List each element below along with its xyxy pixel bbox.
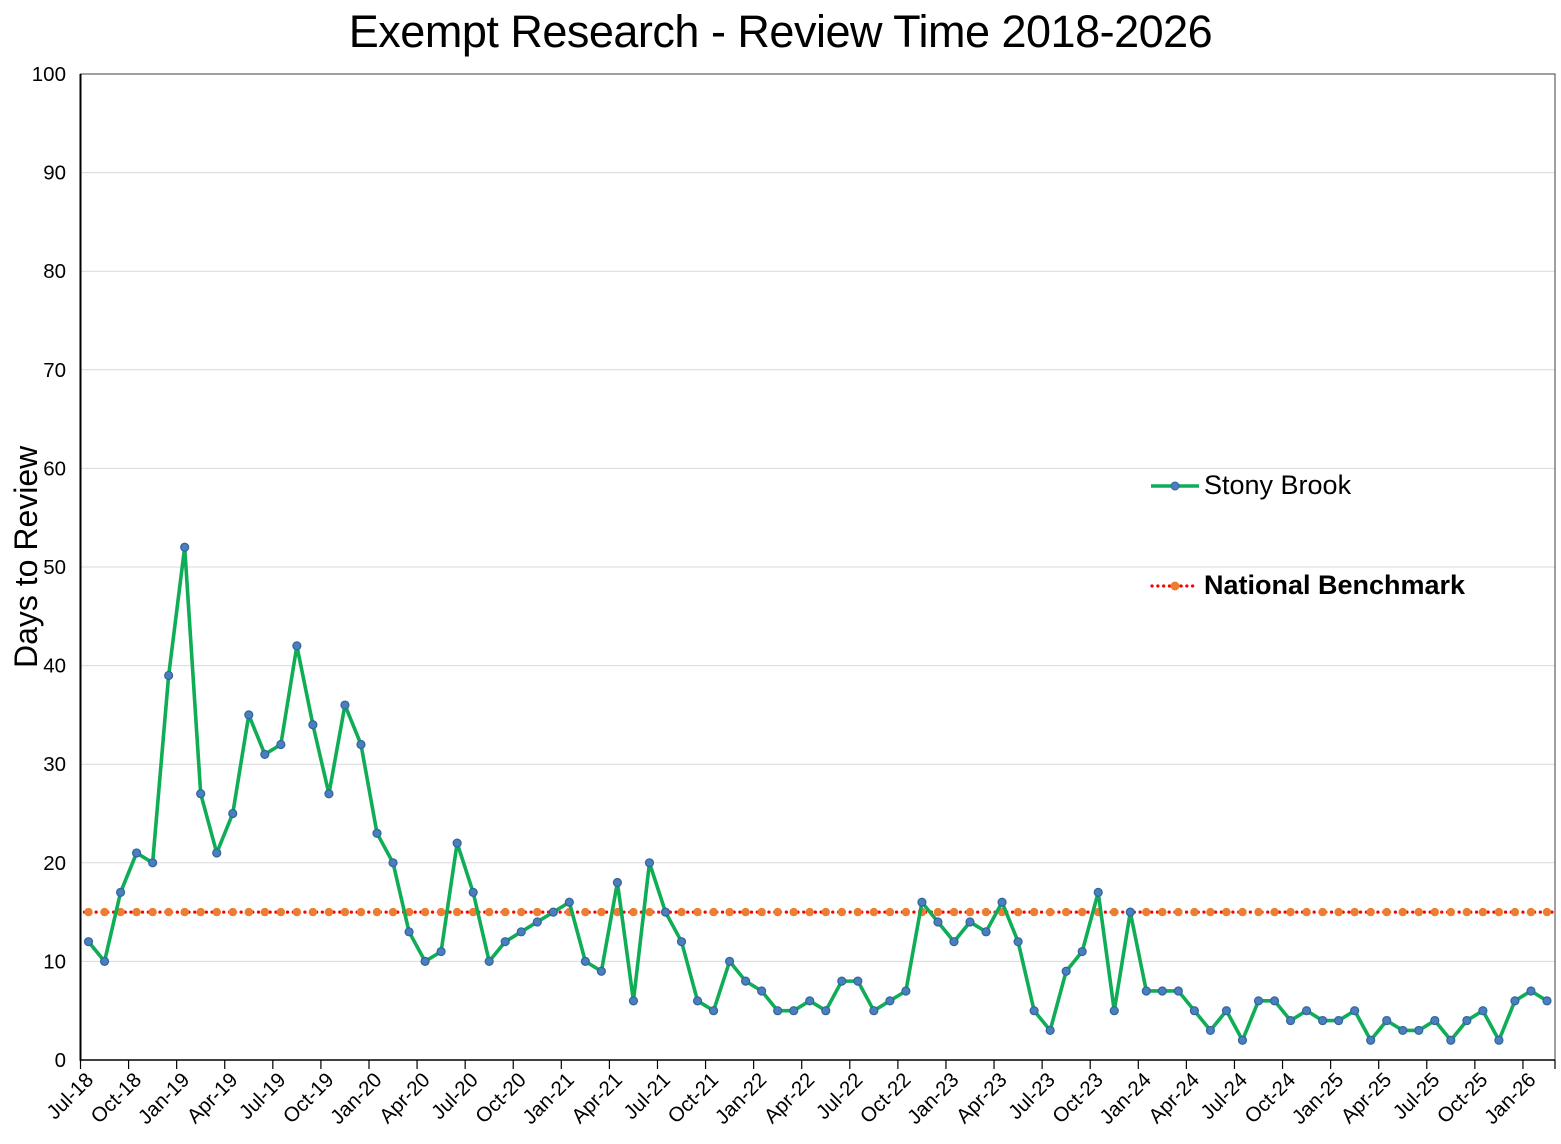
national-benchmark-line-swatch: [1150, 581, 1200, 590]
svg-text:Jan-22: Jan-22: [711, 1068, 772, 1129]
svg-text:Oct-21: Oct-21: [663, 1068, 723, 1128]
legend-label-national-benchmark: National Benchmark: [1204, 570, 1466, 600]
svg-text:20: 20: [43, 852, 66, 875]
svg-text:50: 50: [43, 556, 66, 579]
chart-title: Exempt Research - Review Time 2018-2026: [348, 6, 1213, 57]
svg-text:Oct-22: Oct-22: [856, 1068, 916, 1128]
svg-text:Oct-25: Oct-25: [1433, 1068, 1493, 1128]
legend-item-stony-brook: Stony Brook: [1150, 470, 1351, 501]
svg-text:Oct-24: Oct-24: [1240, 1068, 1300, 1128]
legend-item-national-benchmark: National Benchmark: [1150, 570, 1465, 601]
svg-text:Apr-22: Apr-22: [759, 1068, 819, 1128]
svg-text:0: 0: [55, 1049, 66, 1072]
svg-text:Apr-23: Apr-23: [952, 1068, 1012, 1128]
svg-text:40: 40: [43, 655, 66, 678]
svg-text:Oct-18: Oct-18: [86, 1068, 146, 1128]
svg-text:Oct-23: Oct-23: [1048, 1068, 1108, 1128]
svg-text:Oct-20: Oct-20: [471, 1068, 531, 1128]
svg-text:Jan-19: Jan-19: [134, 1068, 195, 1129]
svg-text:Jan-23: Jan-23: [903, 1068, 964, 1129]
y-axis-title: Days to Review: [8, 445, 44, 668]
svg-text:90: 90: [43, 162, 66, 185]
svg-text:Apr-20: Apr-20: [375, 1068, 435, 1128]
svg-text:Jan-24: Jan-24: [1095, 1068, 1156, 1129]
svg-text:10: 10: [43, 950, 66, 973]
stony-brook-line-swatch: [1151, 481, 1199, 490]
svg-text:Apr-24: Apr-24: [1144, 1068, 1204, 1128]
svg-text:Apr-19: Apr-19: [183, 1068, 243, 1128]
svg-text:60: 60: [43, 457, 66, 480]
svg-text:Apr-25: Apr-25: [1336, 1068, 1396, 1128]
legend-label-stony-brook: Stony Brook: [1204, 470, 1352, 500]
svg-text:Apr-21: Apr-21: [567, 1068, 627, 1128]
svg-text:Jan-26: Jan-26: [1480, 1068, 1541, 1129]
svg-text:100: 100: [32, 63, 66, 86]
svg-text:Jan-21: Jan-21: [518, 1068, 579, 1129]
svg-text:80: 80: [43, 260, 66, 283]
svg-text:30: 30: [43, 753, 66, 776]
svg-text:Jan-20: Jan-20: [326, 1068, 387, 1129]
svg-text:Jan-25: Jan-25: [1288, 1068, 1349, 1129]
svg-text:Oct-19: Oct-19: [279, 1068, 339, 1128]
svg-text:70: 70: [43, 359, 66, 382]
